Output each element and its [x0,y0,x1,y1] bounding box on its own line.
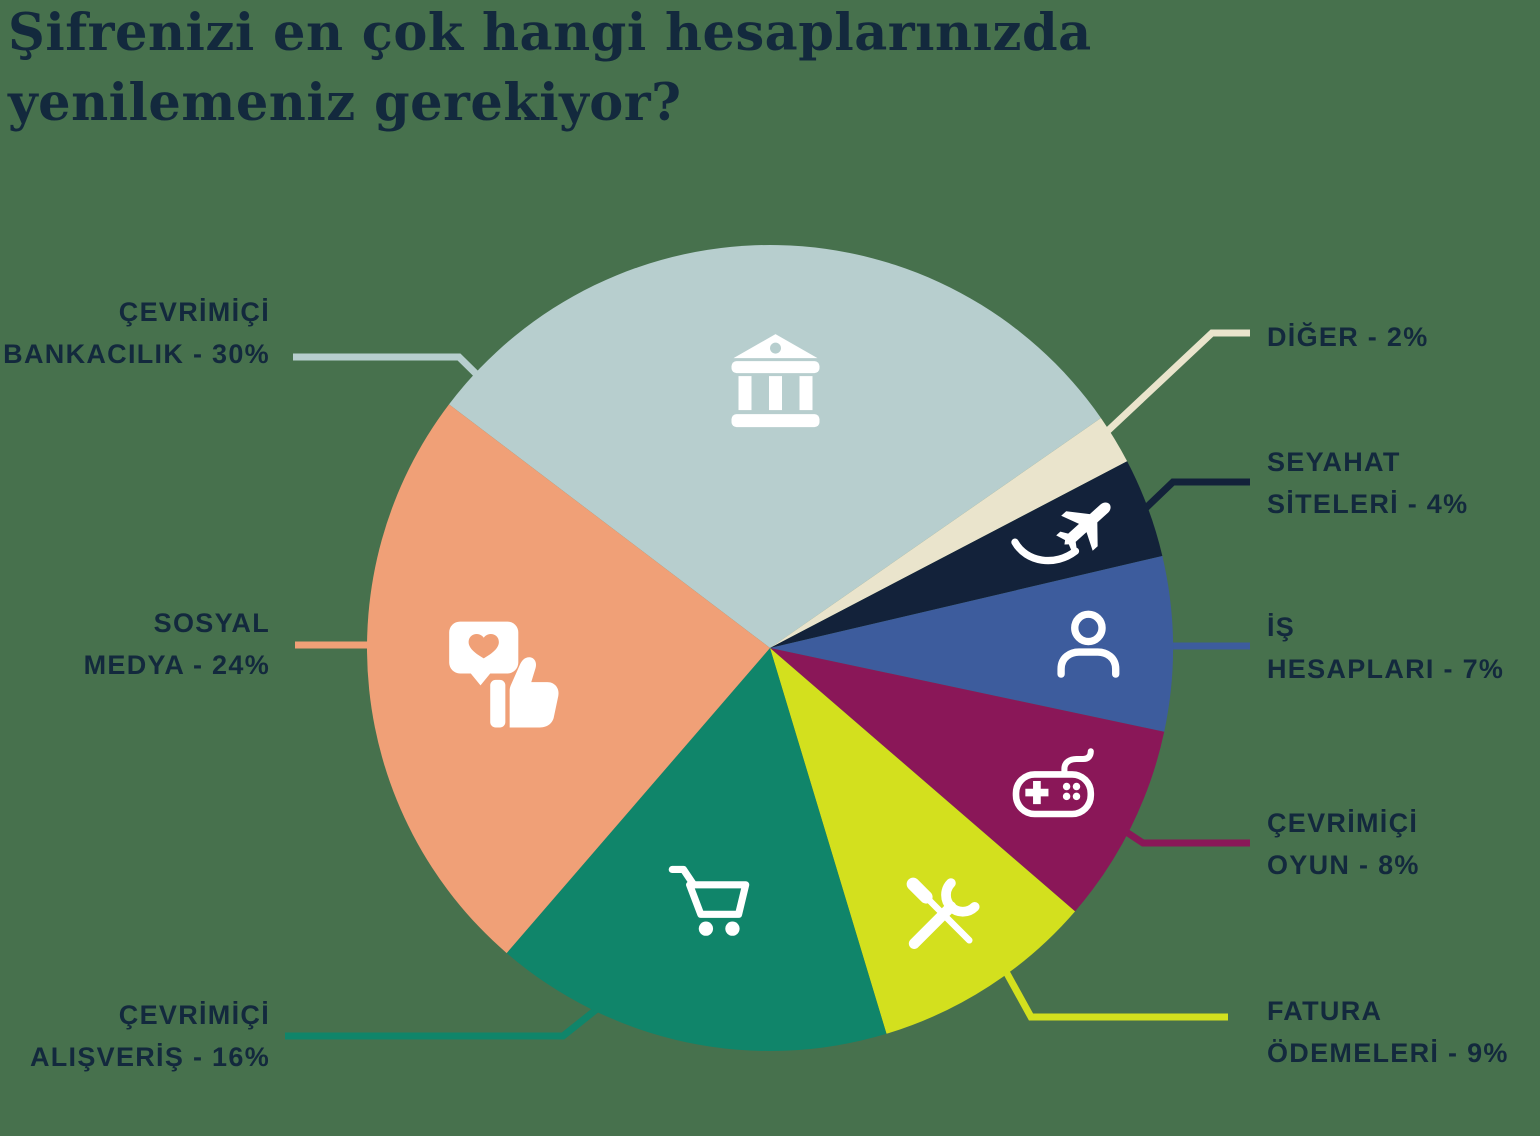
pie-slice-online-gaming [770,648,1165,912]
pie-slice-work-accounts [770,555,1173,732]
slice-label-social-media: SOSYAL MEDYA - 24% [84,602,270,686]
chart-title-line2: yenilemeniz gerekiyor? [8,73,682,133]
slice-label-line: ÖDEMELERİ - 9% [1267,1038,1509,1068]
slice-label-other: DİĞER - 2% [1267,316,1429,358]
slice-label-travel-sites: SEYAHAT SİTELERİ - 4% [1267,441,1468,525]
slice-label-line: SİTELERİ - 4% [1267,489,1469,519]
slice-label-line: SEYAHAT [1267,447,1401,477]
slice-label-line: BANKACILIK - 30% [3,339,270,369]
leader-line-other [1079,329,1250,458]
pie-slices [366,245,1173,1051]
chart-title-line1: Şifrenizi en çok hangi hesaplarınızda [8,3,1092,63]
pie-slice-online-shopping [506,648,887,1051]
pie-slice-social-media [366,404,770,954]
slice-label-line: ALIŞVERİŞ - 16% [29,1042,270,1072]
slice-label-line: SOSYAL [153,608,270,638]
slice-label-online-banking: ÇEVRİMİÇİ BANKACILIK - 30% [3,291,270,375]
pie-slice-online-banking [448,245,1101,648]
slice-label-line: ÇEVRİMİÇİ [1267,808,1419,838]
pie-slice-other [770,418,1128,648]
slice-label-online-shopping: ÇEVRİMİÇİ ALIŞVERİŞ - 16% [30,994,270,1078]
slice-label-bill-payments: FATURA ÖDEMELERİ - 9% [1267,990,1509,1074]
pie-slice-travel-sites [770,461,1163,648]
chart-title: Şifrenizi en çok hangi hesaplarınızda ye… [8,0,1092,138]
slice-label-work-accounts: İŞ HESAPLARI - 7% [1267,606,1504,690]
slice-label-line: FATURA [1267,996,1383,1026]
slice-label-line: MEDYA - 24% [83,650,270,680]
slice-label-line: OYUN - 8% [1267,850,1420,880]
slice-label-line: HESAPLARI - 7% [1267,654,1505,684]
slice-label-online-gaming: ÇEVRİMİÇİ OYUN - 8% [1267,802,1420,886]
slice-label-line: ÇEVRİMİÇİ [118,297,270,327]
pie-slice-bill-payments [770,648,1076,1034]
slice-label-line: ÇEVRİMİÇİ [118,1000,270,1030]
slice-label-line: İŞ [1267,612,1296,642]
leader-line-bill-payments [989,946,1228,1021]
slice-label-line: DİĞER - 2% [1267,322,1429,352]
